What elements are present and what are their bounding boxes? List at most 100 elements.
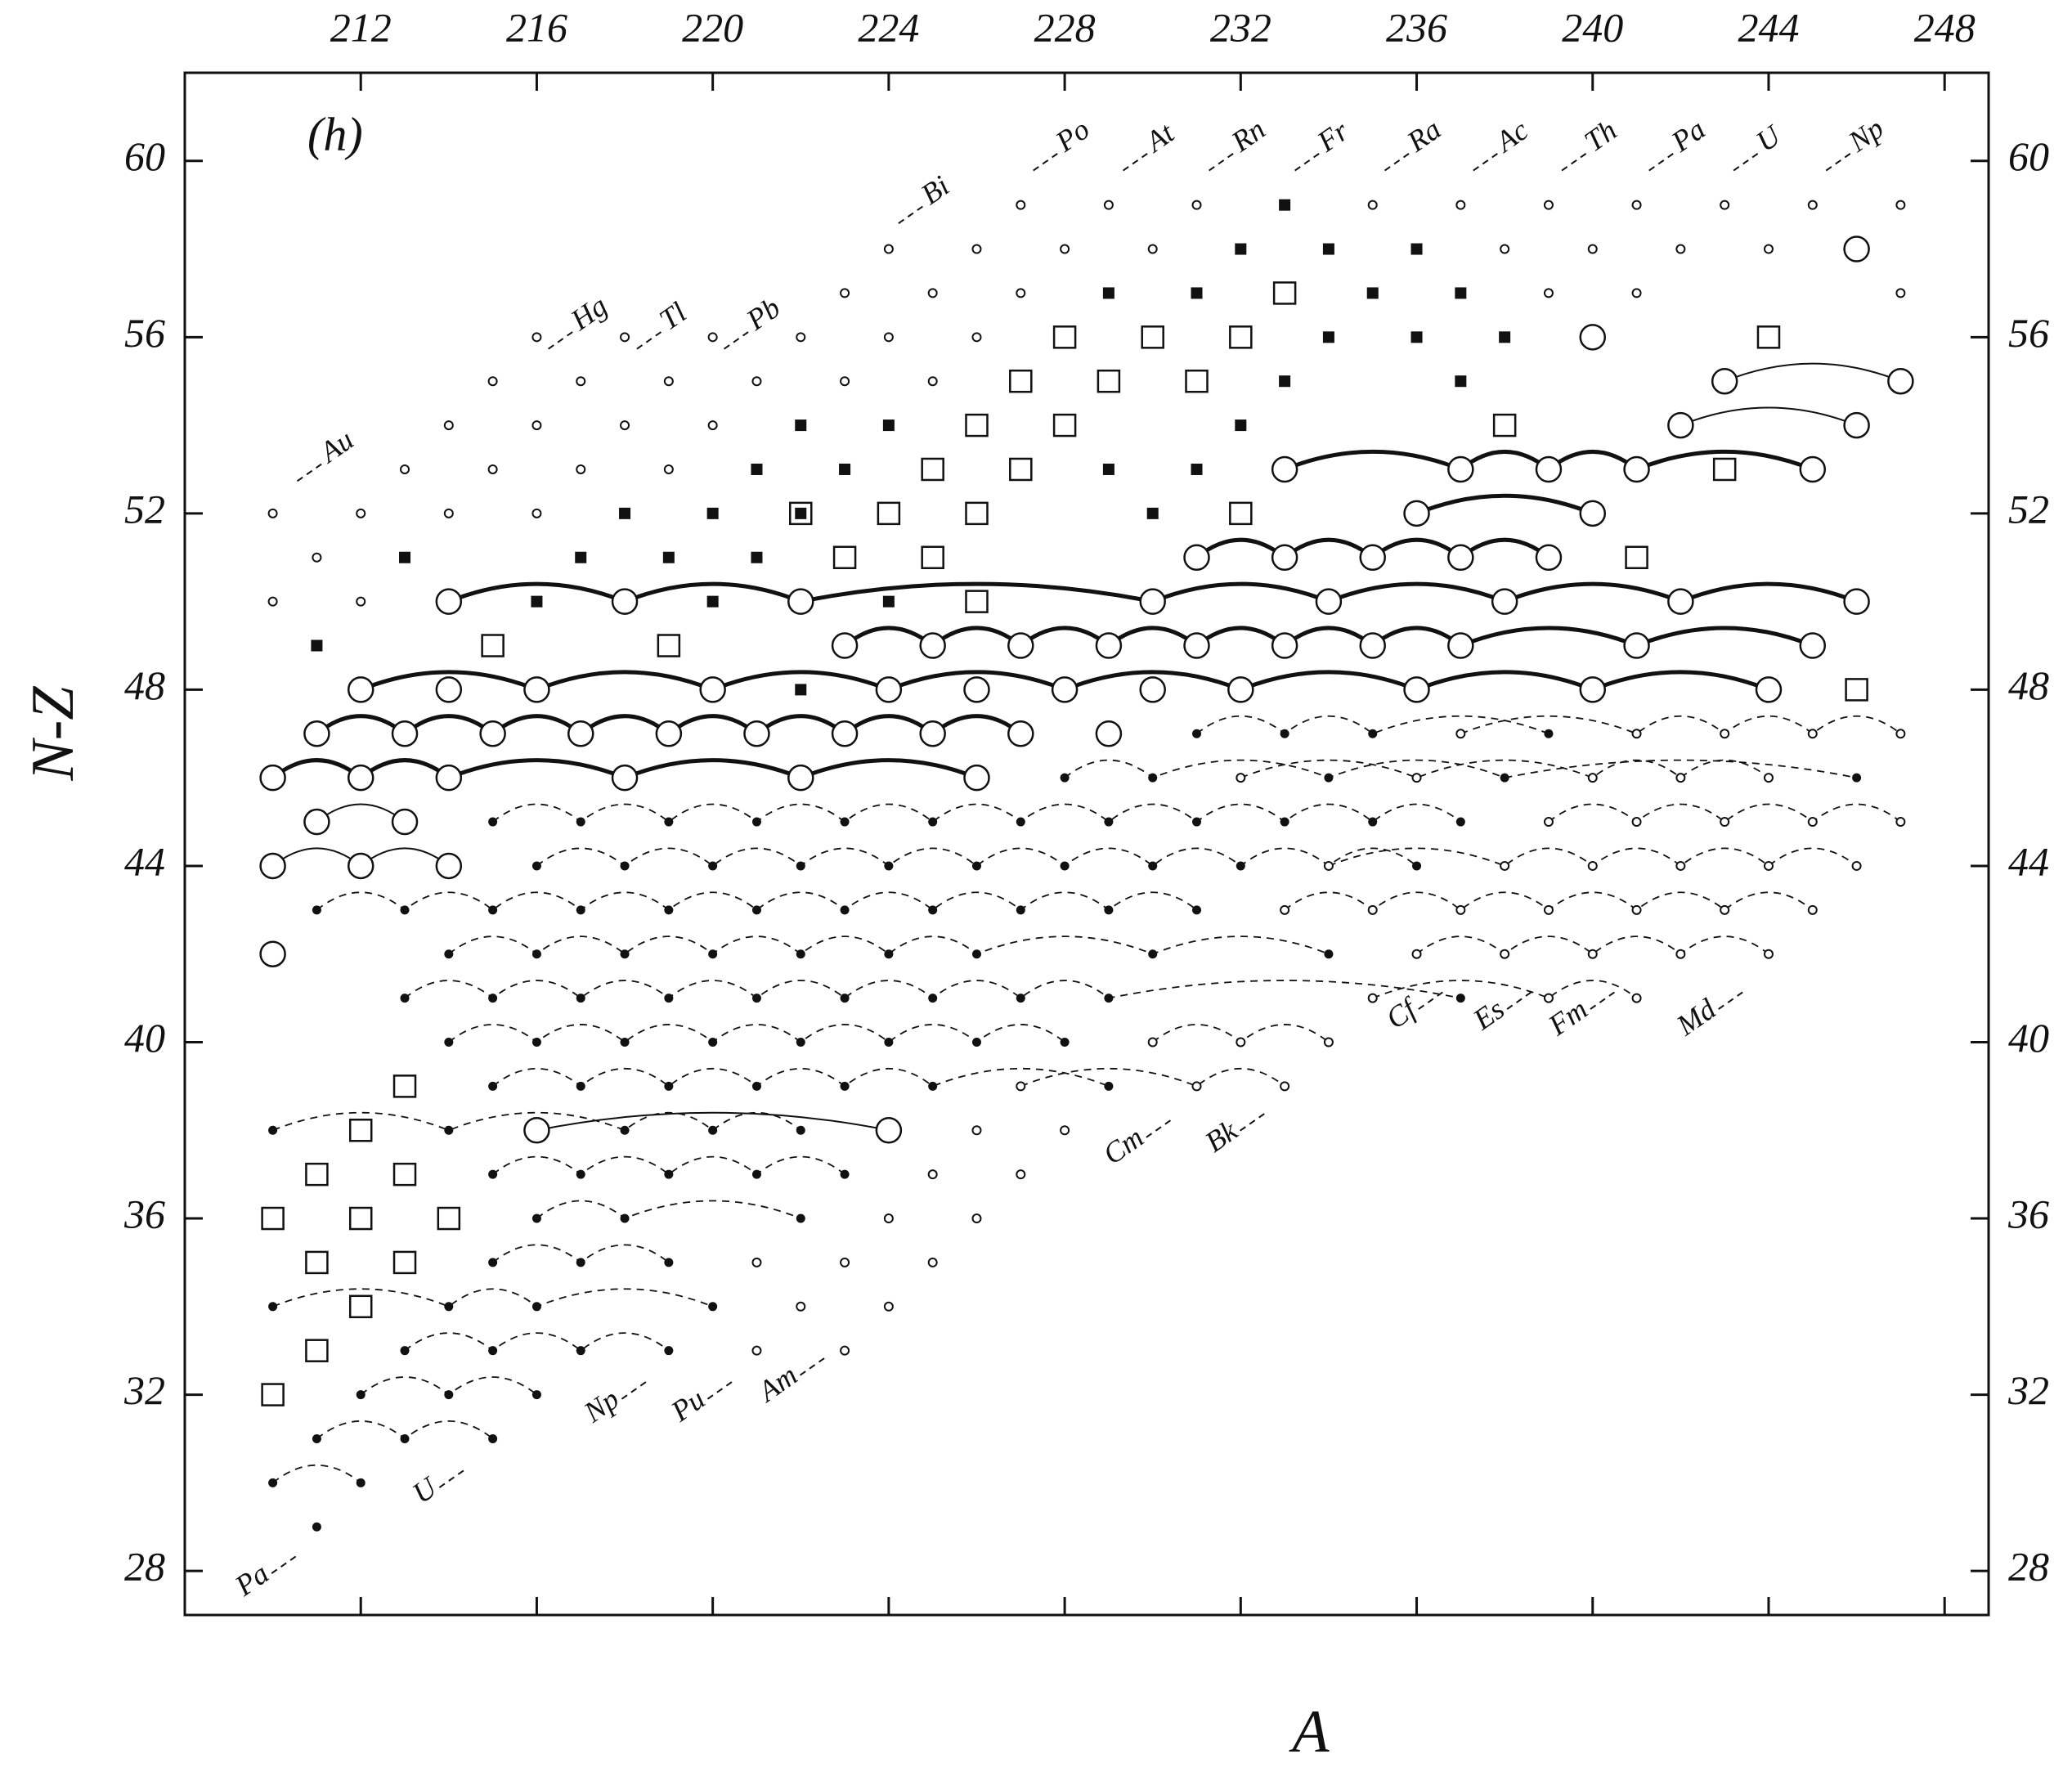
open-dot bbox=[1895, 729, 1906, 739]
open-dot bbox=[1587, 949, 1598, 959]
open-dot bbox=[927, 288, 938, 298]
chain-line bbox=[492, 1155, 845, 1176]
filled-dot bbox=[488, 1081, 498, 1091]
y-tick-label-right: 52 bbox=[2008, 486, 2049, 532]
open-dot bbox=[883, 1213, 894, 1224]
large-circle bbox=[1843, 236, 1870, 262]
large-circle bbox=[1579, 676, 1607, 703]
filled-square bbox=[1410, 331, 1423, 343]
open-dot bbox=[1500, 949, 1510, 959]
element-label: Pb bbox=[723, 291, 786, 350]
chain-line bbox=[536, 1200, 801, 1220]
large-circle bbox=[655, 720, 683, 747]
x-tick-label: 220 bbox=[682, 4, 743, 50]
open-dot bbox=[531, 332, 542, 343]
y-tick-label: 48 bbox=[124, 662, 165, 708]
element-name: U bbox=[406, 1469, 444, 1510]
filled-dot bbox=[576, 1346, 585, 1356]
large-circle bbox=[1535, 544, 1563, 571]
open-dot bbox=[1720, 729, 1730, 739]
large-circle bbox=[1007, 720, 1034, 747]
filled-dot bbox=[1236, 861, 1245, 871]
open-dot bbox=[1543, 288, 1554, 298]
large-circle bbox=[1799, 632, 1827, 659]
filled-dot bbox=[796, 949, 805, 959]
large-circle bbox=[831, 632, 859, 659]
filled-dot bbox=[312, 1433, 321, 1443]
open-square bbox=[921, 545, 944, 569]
element-label: Au bbox=[297, 423, 359, 482]
label-leader bbox=[1590, 990, 1617, 1010]
open-dot bbox=[356, 596, 366, 607]
open-square bbox=[1845, 678, 1868, 702]
large-circle bbox=[1007, 632, 1034, 659]
element-name: Np bbox=[1842, 111, 1890, 158]
open-square bbox=[965, 590, 989, 613]
label-leader bbox=[438, 1469, 466, 1488]
filled-dot bbox=[840, 994, 850, 1003]
open-dot bbox=[1367, 993, 1378, 1003]
filled-dot bbox=[488, 1346, 498, 1356]
open-dot bbox=[1763, 949, 1774, 959]
open-square bbox=[1141, 325, 1164, 349]
y-axis-label: N-Z bbox=[20, 686, 87, 782]
open-dot bbox=[927, 1257, 938, 1267]
filled-dot bbox=[1060, 773, 1070, 783]
open-dot bbox=[927, 1169, 938, 1180]
open-dot bbox=[840, 1345, 850, 1356]
open-dot bbox=[840, 376, 850, 387]
open-square bbox=[921, 457, 944, 482]
filled-dot bbox=[840, 817, 850, 827]
open-dot bbox=[1147, 244, 1158, 254]
open-dot bbox=[1016, 1081, 1026, 1092]
open-dot bbox=[1675, 773, 1686, 783]
element-label: Cm bbox=[1097, 1119, 1173, 1171]
filled-dot bbox=[1500, 773, 1509, 783]
large-circle bbox=[875, 676, 903, 703]
filled-square bbox=[882, 419, 895, 432]
filled-dot bbox=[620, 1213, 630, 1223]
label-leader bbox=[271, 1554, 298, 1574]
element-label: Hg bbox=[548, 289, 613, 350]
large-circle bbox=[1139, 676, 1166, 703]
open-dot bbox=[1807, 904, 1818, 915]
open-dot bbox=[1191, 1081, 1202, 1092]
open-dot bbox=[443, 420, 454, 431]
filled-dot bbox=[751, 1169, 761, 1179]
open-dot bbox=[1807, 817, 1818, 828]
filled-dot bbox=[620, 1125, 630, 1135]
filled-dot bbox=[400, 994, 410, 1003]
filled-dot bbox=[531, 1302, 541, 1312]
large-circle bbox=[259, 852, 286, 880]
filled-dot bbox=[488, 1258, 498, 1267]
chain-line bbox=[492, 803, 1461, 823]
y-tick-label: 40 bbox=[124, 1015, 165, 1061]
chain-line bbox=[272, 1464, 361, 1484]
x-tick-label: 240 bbox=[1562, 4, 1623, 50]
open-dot bbox=[312, 552, 322, 563]
open-dot bbox=[1720, 904, 1730, 915]
filled-dot bbox=[796, 861, 805, 871]
filled-dot bbox=[531, 861, 541, 871]
open-dot bbox=[1543, 817, 1554, 828]
label-leader bbox=[1384, 151, 1411, 172]
open-dot bbox=[1236, 1037, 1246, 1047]
filled-dot bbox=[400, 1433, 410, 1443]
chain-line bbox=[316, 891, 1198, 911]
y-tick-label-right: 56 bbox=[2008, 310, 2049, 356]
open-dot bbox=[1895, 200, 1906, 210]
filled-square bbox=[1191, 287, 1203, 299]
filled-dot bbox=[444, 1037, 454, 1047]
element-name: Fr bbox=[1311, 114, 1355, 159]
open-dot bbox=[1060, 1125, 1070, 1136]
open-dot bbox=[1323, 860, 1334, 871]
x-axis-label: A bbox=[1288, 1698, 1330, 1765]
filled-dot bbox=[1016, 905, 1025, 915]
large-circle bbox=[523, 676, 550, 703]
open-dot bbox=[1675, 244, 1686, 254]
filled-dot bbox=[664, 1169, 674, 1179]
filled-square bbox=[1235, 419, 1247, 432]
filled-dot bbox=[1060, 1037, 1070, 1047]
filled-square bbox=[662, 551, 675, 563]
open-dot bbox=[927, 376, 938, 387]
